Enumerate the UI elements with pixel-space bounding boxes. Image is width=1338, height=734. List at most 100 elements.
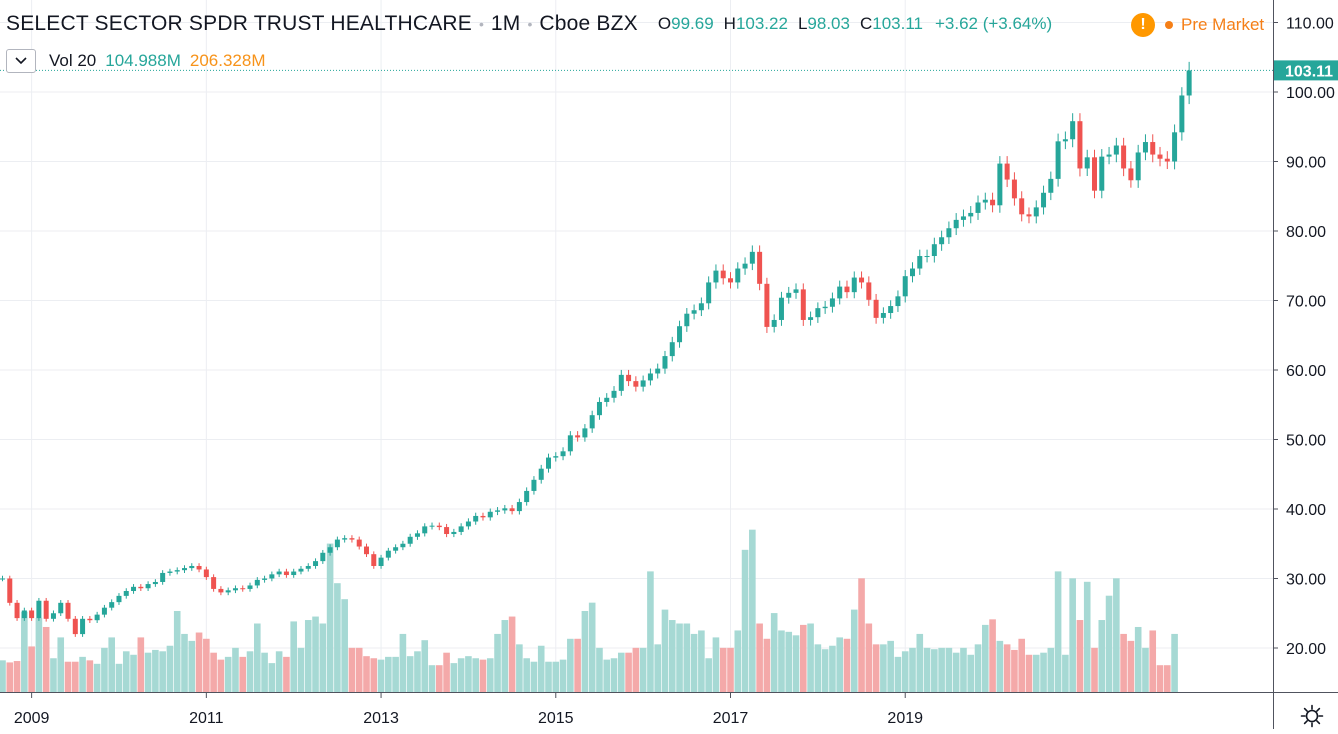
volume-bar <box>719 647 727 693</box>
symbol-legend[interactable]: SELECT SECTOR SPDR TRUST HEALTHCARE • 1M… <box>6 12 1052 36</box>
volume-bar <box>829 645 836 693</box>
volume-bar <box>530 661 538 693</box>
settings-button[interactable] <box>1299 703 1325 734</box>
market-status[interactable]: ! Pre Market <box>1131 13 1264 37</box>
candle-body <box>138 586 144 589</box>
candle-body <box>240 588 246 590</box>
volume-bar <box>836 637 843 693</box>
open-key: O <box>657 14 672 33</box>
candle-body <box>677 326 683 343</box>
candle-body <box>829 298 835 307</box>
candle-body <box>29 610 35 619</box>
candle-body <box>509 508 515 512</box>
candle-body <box>917 256 923 269</box>
change-value: +3.62 (+3.64%) <box>934 14 1053 33</box>
volume-bar <box>1142 647 1149 693</box>
candle-body <box>349 538 355 540</box>
volume-bar <box>50 658 57 693</box>
volume-bar <box>159 651 166 693</box>
volume-bar <box>1113 578 1120 693</box>
volume-bar <box>1076 620 1084 693</box>
candle-body <box>1019 198 1025 215</box>
candle-body <box>211 577 217 589</box>
volume-bar <box>1032 654 1040 693</box>
candle-body <box>342 538 348 540</box>
candle-body <box>269 574 275 579</box>
volume-bar <box>909 647 916 693</box>
volume-bar <box>770 613 778 693</box>
volume-bar <box>814 644 822 693</box>
candle-body <box>225 590 231 593</box>
volume-bar <box>960 647 967 693</box>
candle-body <box>851 277 857 293</box>
volume-bar <box>64 661 72 693</box>
volume-bar <box>232 647 239 693</box>
volume-ma-value: 206.328M <box>189 51 266 70</box>
candle-body <box>604 397 610 402</box>
candle-body <box>400 543 406 548</box>
candle-body <box>182 568 187 571</box>
y-tick-label: 110.00 <box>1286 16 1334 33</box>
volume-bar <box>312 616 319 693</box>
interval-label: 1M <box>490 12 521 35</box>
candle-body <box>880 313 886 318</box>
candle-body <box>975 202 981 213</box>
candle-body <box>1135 152 1141 181</box>
candle-body <box>749 251 755 264</box>
candle-body <box>771 319 777 327</box>
volume-legend: Vol 20 104.988M 206.328M <box>6 49 266 73</box>
y-tick-label: 90.00 <box>1286 155 1326 172</box>
volume-bar <box>872 644 880 693</box>
volume-bar <box>734 630 742 693</box>
candle-body <box>910 268 915 277</box>
volume-bar <box>406 656 414 693</box>
volume-value: 104.988M <box>105 51 181 70</box>
candle-body <box>334 539 340 548</box>
candle-body <box>305 565 311 569</box>
candle-body <box>1128 168 1134 181</box>
volume-bar <box>93 663 101 693</box>
candle-body <box>116 595 122 603</box>
candle-body <box>946 228 952 238</box>
candle-body <box>618 374 624 391</box>
price-axis[interactable]: 20.00 30.00 40.00 50.00 60.00 70.00 80.00 90.00… <box>1273 16 1335 659</box>
candle-body <box>43 600 49 619</box>
warning-icon[interactable]: ! <box>1131 13 1155 37</box>
volume-bar <box>501 620 509 693</box>
candle-body <box>276 571 282 575</box>
candle-body <box>1070 121 1076 140</box>
candle-body <box>757 251 763 284</box>
volume-bar <box>625 652 632 693</box>
volume-bar <box>676 623 683 693</box>
volume-bar <box>727 647 734 693</box>
x-tick-label: 2015 <box>538 710 574 727</box>
y-tick-label: 100.00 <box>1286 85 1335 102</box>
volume-bar <box>210 652 217 693</box>
candle-body <box>1062 139 1068 142</box>
volume-bar <box>763 638 771 693</box>
symbol-name: SELECT SECTOR SPDR TRUST HEALTHCARE <box>6 12 472 35</box>
candle-body <box>7 578 13 603</box>
separator-dot: • <box>479 16 484 32</box>
volume-bar <box>567 638 574 693</box>
collapse-legend-button[interactable] <box>6 49 36 73</box>
candle-body <box>895 296 901 307</box>
volume-bar <box>443 652 450 693</box>
volume-bar <box>974 644 982 693</box>
open-value: 99.69 <box>671 14 714 33</box>
volume-bar <box>901 651 909 693</box>
volume-bar <box>792 635 800 693</box>
candle-body <box>866 282 872 300</box>
candle-body <box>822 306 828 309</box>
candle-body <box>902 276 908 297</box>
candle-body <box>1142 142 1148 153</box>
volume-bar <box>1098 620 1106 693</box>
volume-bar <box>967 654 975 693</box>
time-axis[interactable]: 2009 2011 2013 2015 2017 2019 <box>14 693 923 727</box>
candle-body <box>327 547 333 553</box>
candle-body <box>1099 156 1105 191</box>
volume-bar <box>1164 665 1171 693</box>
volume-bar <box>363 656 370 693</box>
